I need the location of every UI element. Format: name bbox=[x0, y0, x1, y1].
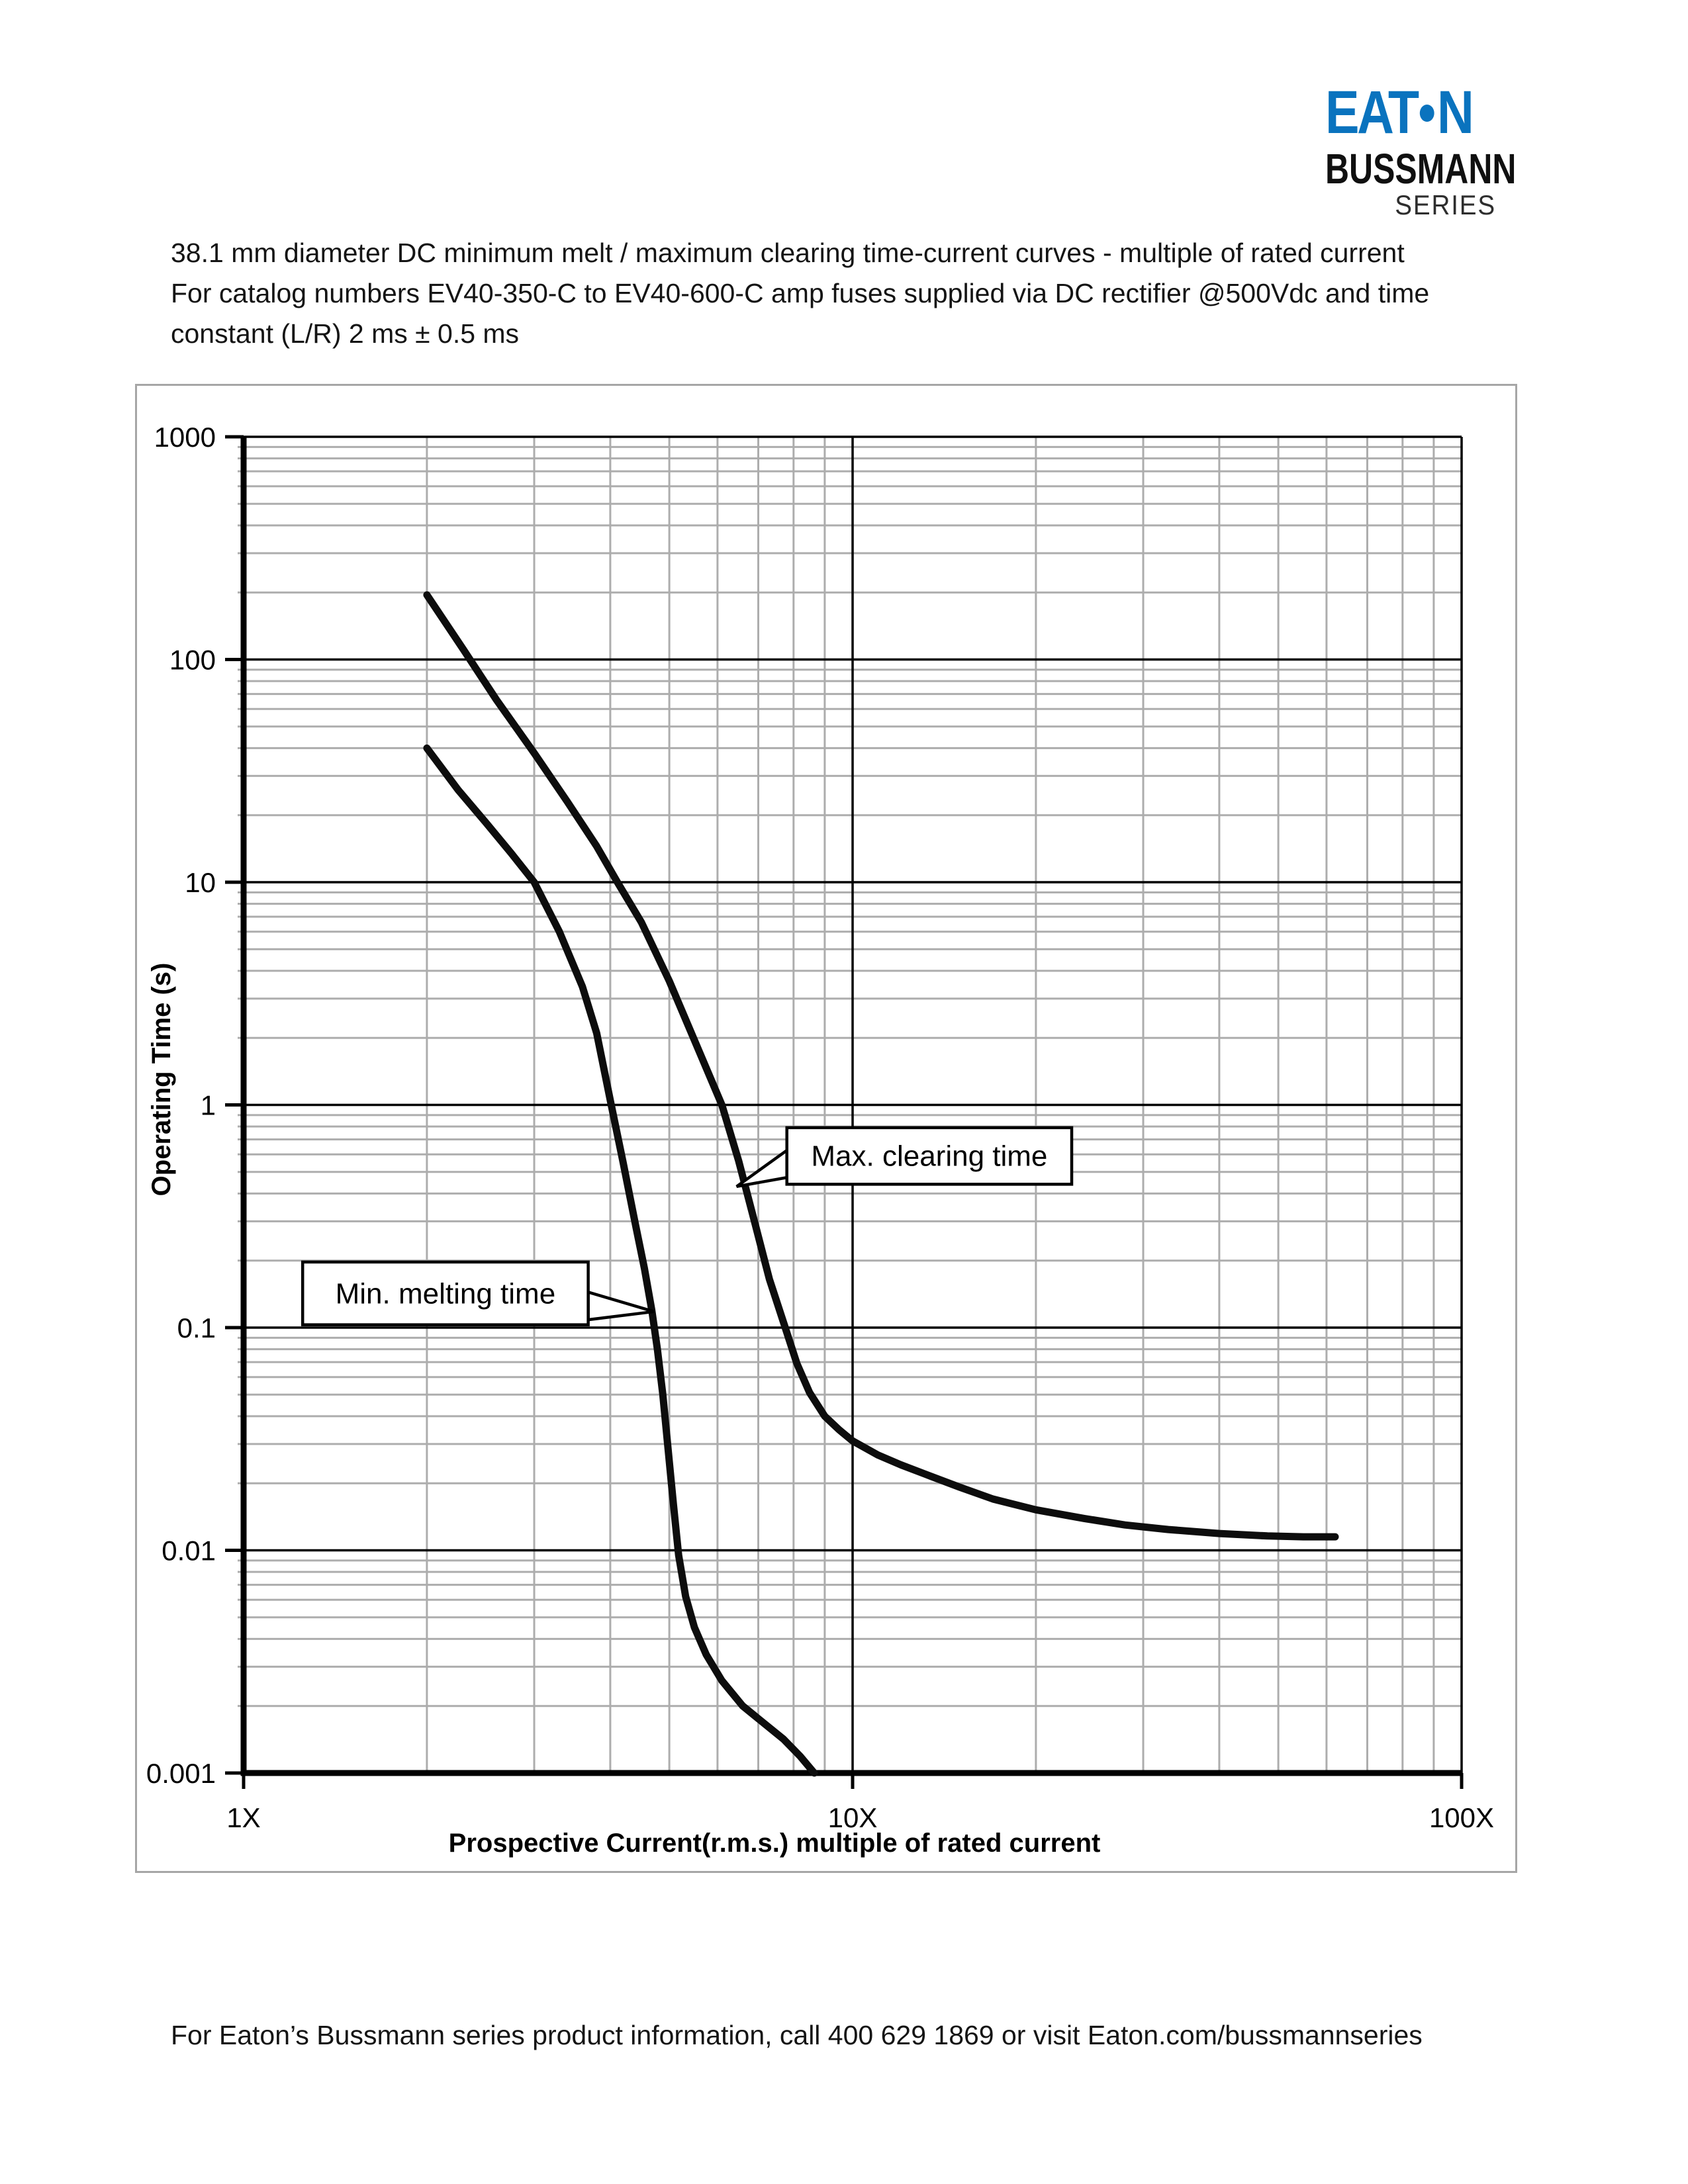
callout-min-melting-label: Min. melting time bbox=[336, 1277, 556, 1310]
time-current-chart: 1000 100 10 1 0.1 0.01 0.001 1X 10X 100X Min. melt… bbox=[135, 384, 1517, 1873]
y-axis-title: Operating Time (s) bbox=[147, 963, 176, 1197]
x-tick-label: 100X bbox=[1429, 1802, 1494, 1833]
x-tick-label: 10X bbox=[828, 1802, 878, 1833]
y-tick-label: 0.001 bbox=[146, 1758, 216, 1789]
title-line-3: constant (L/R) 2 ms ± 0.5 ms bbox=[171, 318, 520, 349]
bussmann-wordmark: BUSSMANN bbox=[1325, 145, 1517, 193]
callout-max-clearing-box bbox=[785, 1126, 1074, 1186]
chart-container: 1000 100 10 1 0.1 0.01 0.001 1X 10X 100X Min. melt… bbox=[135, 384, 1517, 1873]
eaton-logo-dot-icon bbox=[1419, 104, 1434, 122]
footer-text: For Eaton’s Bussmann series product info… bbox=[171, 2020, 1423, 2050]
series-min-melting-time-curve bbox=[423, 744, 818, 1777]
y-tick-label: 0.1 bbox=[177, 1312, 216, 1343]
y-tick-label: 1000 bbox=[154, 422, 216, 453]
eaton-wordmark: EAT N bbox=[1325, 81, 1505, 144]
series-wordmark: SERIES bbox=[1395, 189, 1496, 220]
x-axis-title: Prospective Current(r.m.s.) multiple of … bbox=[449, 1829, 1101, 1858]
page-title: 38.1 mm diameter DC minimum melt / maxim… bbox=[171, 233, 1429, 354]
series-max-clearing-time-curve bbox=[423, 591, 1339, 1541]
y-tick-label: 0.01 bbox=[162, 1535, 216, 1567]
title-line-2: For catalog numbers EV40-350-C to EV40-6… bbox=[171, 278, 1430, 308]
eaton-logo: EAT N BUSSMANN SERIES bbox=[1325, 81, 1517, 220]
y-tick-label: 100 bbox=[169, 645, 216, 676]
callout-max-clearing-label: Max. clearing time bbox=[811, 1140, 1047, 1173]
title-line-1: 38.1 mm diameter DC minimum melt / maxim… bbox=[171, 238, 1405, 268]
eaton-wordmark-text: EAT N bbox=[1325, 79, 1474, 146]
y-tick-label: 1 bbox=[201, 1090, 216, 1121]
x-tick-label: 1X bbox=[226, 1802, 260, 1833]
callout-min-melting-box bbox=[301, 1260, 590, 1326]
y-tick-label: 10 bbox=[185, 867, 216, 898]
